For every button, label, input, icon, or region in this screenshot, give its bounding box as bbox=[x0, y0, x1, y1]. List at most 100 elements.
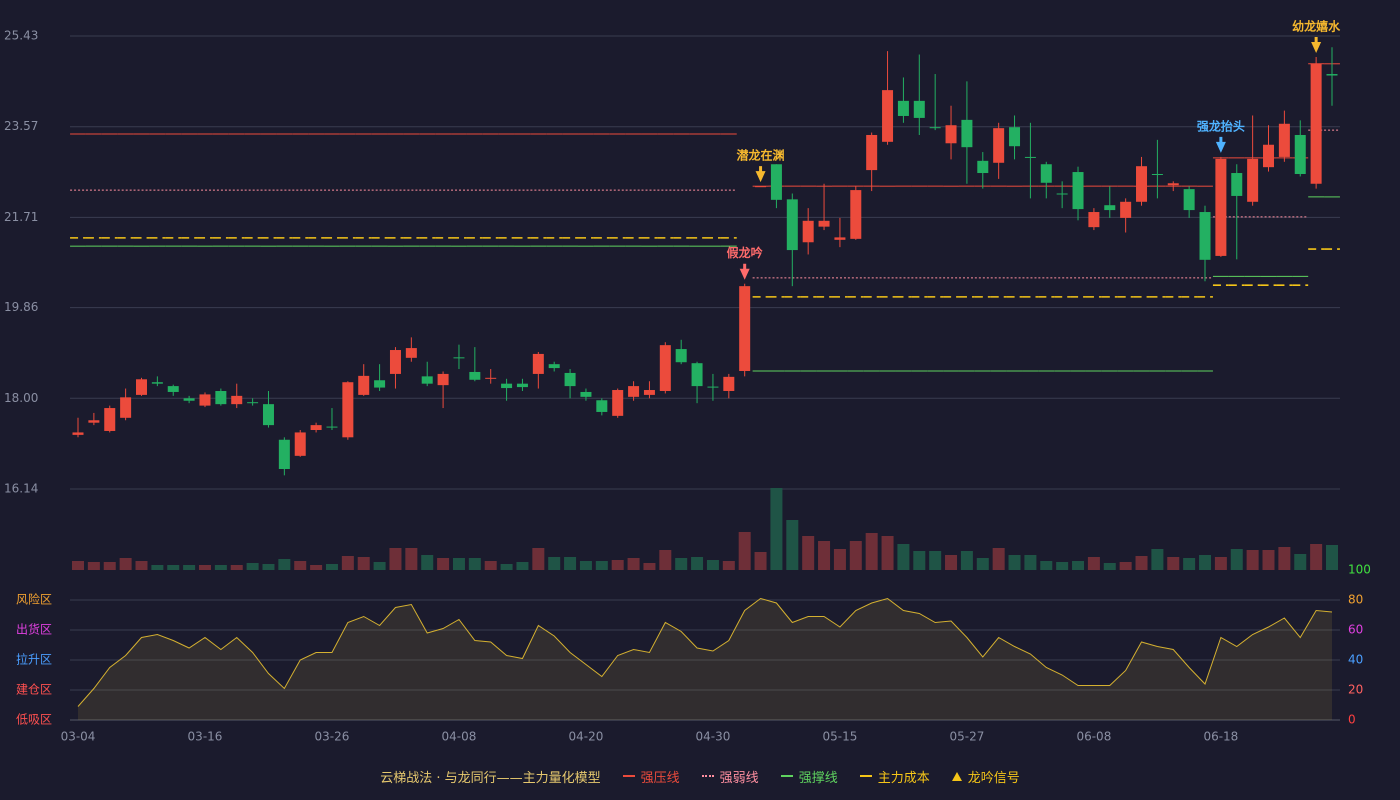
candle-body bbox=[1263, 144, 1275, 168]
candle-body bbox=[1278, 123, 1290, 157]
legend-label: 强撑线 bbox=[798, 770, 838, 786]
candle-body bbox=[1040, 164, 1052, 183]
candle-body bbox=[1183, 189, 1195, 211]
candle-body bbox=[231, 395, 243, 405]
volume-bar bbox=[183, 565, 196, 570]
candle-body bbox=[1120, 201, 1132, 218]
volume-bar bbox=[1119, 562, 1132, 570]
y2-tick-label: 80 bbox=[1348, 593, 1363, 607]
volume-bar bbox=[357, 557, 370, 570]
x-tick-label: 03-26 bbox=[315, 730, 350, 744]
volume-bar bbox=[1230, 549, 1243, 570]
volume-bar bbox=[1199, 555, 1212, 570]
candle-body bbox=[326, 426, 338, 428]
candle-body bbox=[215, 390, 227, 405]
volume-bar bbox=[595, 561, 608, 570]
legend-item: 强弱线 bbox=[701, 767, 759, 786]
candle-body bbox=[501, 383, 513, 389]
volume-bar bbox=[437, 558, 450, 570]
volume-bar bbox=[230, 565, 243, 570]
candle-body bbox=[1199, 212, 1211, 260]
volume-bar bbox=[310, 565, 323, 570]
volume-bar bbox=[579, 561, 592, 570]
volume-bar bbox=[87, 562, 100, 570]
y-tick-label: 16.14 bbox=[4, 482, 38, 496]
candle-body bbox=[1247, 158, 1259, 202]
volume-bar bbox=[802, 536, 815, 570]
candle-body bbox=[167, 386, 179, 392]
volume-bar bbox=[1087, 557, 1100, 570]
candle-body bbox=[1167, 183, 1179, 186]
candle-body bbox=[628, 386, 640, 397]
candle-body bbox=[342, 382, 354, 438]
candle-body bbox=[294, 432, 306, 456]
volume-bar bbox=[103, 562, 116, 570]
volume-bar bbox=[405, 548, 418, 570]
x-tick-label: 05-27 bbox=[949, 730, 984, 744]
y-tick-label: 21.71 bbox=[4, 210, 38, 224]
zone-label: 低吸区 bbox=[16, 713, 52, 727]
volume-bar bbox=[881, 536, 894, 570]
volume-bar bbox=[611, 560, 624, 570]
volume-bar bbox=[500, 564, 513, 570]
legend-label: 强压线 bbox=[640, 770, 680, 786]
legend-item: 主力成本 bbox=[859, 767, 930, 786]
legend-swatch bbox=[859, 775, 872, 777]
candle-body bbox=[1072, 172, 1084, 210]
candle-body bbox=[1231, 173, 1243, 196]
candle-body bbox=[183, 398, 195, 401]
volume-bar bbox=[516, 562, 529, 570]
volume-bar bbox=[468, 558, 481, 570]
legend-label: 龙吟信号 bbox=[967, 770, 1020, 786]
volume-bar bbox=[627, 558, 640, 570]
volume-bar bbox=[1135, 556, 1148, 570]
candle-body bbox=[866, 134, 878, 171]
candle-body bbox=[88, 420, 100, 423]
x-tick-label: 03-04 bbox=[61, 730, 96, 744]
y2-tick-label: 20 bbox=[1348, 683, 1363, 697]
candle-body bbox=[913, 100, 925, 118]
x-tick-label: 06-08 bbox=[1076, 730, 1111, 744]
chart: 25.43 23.57 21.71 19.86 18.00 16.14 0 20 40 60 80 1… bbox=[4, 18, 1371, 744]
candle-body bbox=[485, 377, 497, 379]
candle-body bbox=[786, 199, 798, 251]
volume-bar bbox=[548, 557, 561, 570]
legend-swatch bbox=[951, 771, 962, 781]
candle-body bbox=[437, 373, 449, 386]
volume-bar bbox=[1262, 550, 1275, 570]
candle-body bbox=[1215, 158, 1227, 256]
volume-bar bbox=[1024, 555, 1037, 570]
volume-bar bbox=[1214, 557, 1227, 570]
volume-bar bbox=[246, 563, 259, 570]
volume-bar bbox=[675, 558, 688, 570]
signal-arrow bbox=[739, 263, 750, 280]
candle-body bbox=[643, 390, 655, 395]
candle-body bbox=[929, 127, 941, 129]
candle-body bbox=[453, 357, 465, 359]
candle-body bbox=[675, 349, 687, 363]
indicator-line bbox=[77, 597, 1333, 707]
volume-bar bbox=[1278, 547, 1291, 570]
volume-bar bbox=[119, 558, 132, 570]
candle-body bbox=[564, 372, 576, 387]
candle-body bbox=[135, 379, 147, 395]
volume-bar bbox=[389, 548, 402, 570]
volume-bar bbox=[754, 552, 767, 570]
volume-bar bbox=[1040, 561, 1053, 570]
candle-body bbox=[104, 408, 116, 431]
candle-body bbox=[262, 404, 274, 426]
volume-bar bbox=[1056, 562, 1069, 570]
volume-bar bbox=[1183, 558, 1196, 570]
candle-body bbox=[770, 164, 782, 200]
candle-body bbox=[707, 386, 719, 388]
volume-bar bbox=[992, 548, 1005, 570]
candle-body bbox=[612, 390, 624, 416]
volume-bar bbox=[913, 551, 926, 570]
volume-bar bbox=[452, 558, 465, 570]
candle-body bbox=[723, 376, 735, 391]
zone-label: 建仓区 bbox=[16, 683, 52, 697]
candle-body bbox=[72, 432, 84, 435]
legend-swatch bbox=[780, 775, 793, 777]
volume-bar bbox=[770, 488, 783, 570]
volume-bar bbox=[564, 557, 577, 570]
